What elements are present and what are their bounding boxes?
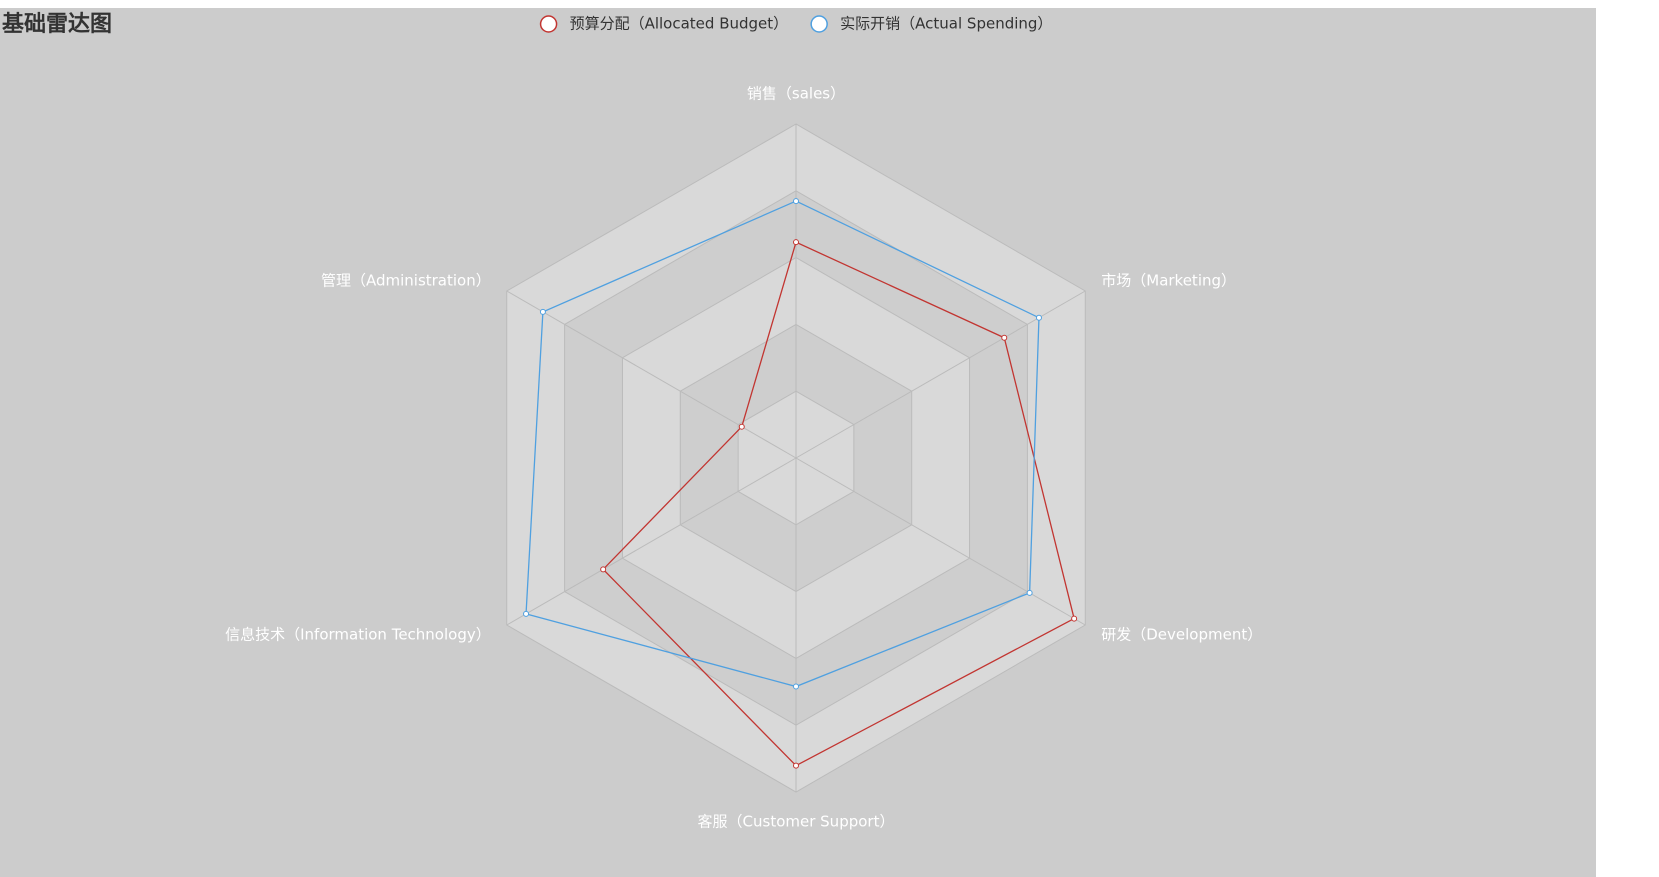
legend-label: 预算分配（Allocated Budget） (570, 15, 789, 33)
axis-line (506, 457, 797, 626)
indicator-label: 管理（Administration） (321, 272, 491, 290)
data-point (539, 308, 546, 315)
legend: 预算分配（Allocated Budget） 实际开销（Actual Spendi… (539, 15, 1052, 33)
chart-title: 基础雷达图 (2, 12, 112, 37)
legend-item: 实际开销（Actual Spending） (810, 15, 1052, 33)
data-point (1035, 314, 1042, 321)
axis-line (795, 457, 1086, 626)
data-point (1071, 615, 1078, 622)
data-point (1001, 334, 1008, 341)
indicator-label: 市场（Marketing） (1101, 272, 1236, 290)
axis-line (506, 290, 797, 459)
data-point (793, 198, 799, 205)
data-point (738, 423, 745, 430)
data-point (1026, 589, 1033, 596)
data-point (793, 239, 799, 246)
data-point (793, 683, 799, 690)
data-point (600, 566, 607, 573)
legend-icon (539, 15, 558, 33)
legend-icon (810, 15, 828, 33)
indicator-label: 信息技术（Information Technology） (225, 626, 491, 644)
data-point (793, 762, 799, 769)
indicator-label: 客服（Customer Support） (698, 813, 895, 831)
indicator-label: 研发（Development） (1101, 626, 1262, 644)
data-point (523, 610, 530, 617)
legend-label: 实际开销（Actual Spending） (840, 15, 1052, 33)
indicator-label: 销售（sales） (747, 85, 845, 103)
legend-item: 预算分配（Allocated Budget） (539, 15, 789, 33)
